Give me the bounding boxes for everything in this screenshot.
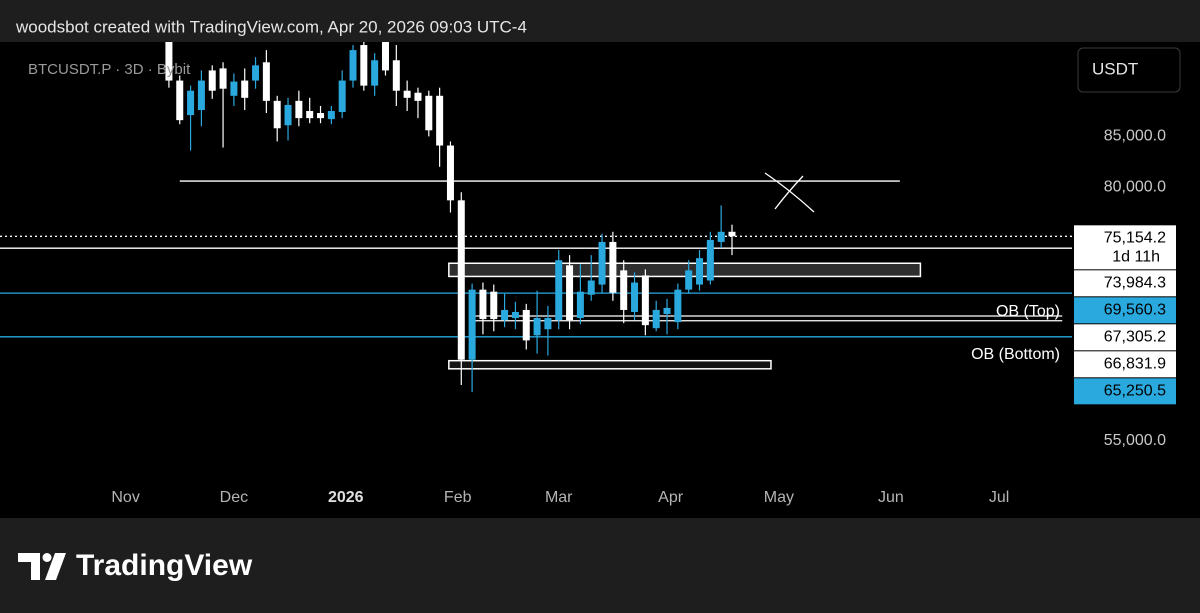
cross-drawing bbox=[764, 172, 815, 213]
candle-body bbox=[392, 60, 400, 91]
y-tick-label: 80,000.0 bbox=[1104, 178, 1166, 195]
candle-body bbox=[468, 289, 476, 360]
price-label-box bbox=[1074, 297, 1176, 324]
price-label: 75,154.2 bbox=[1104, 230, 1166, 247]
candle-body bbox=[317, 113, 325, 119]
candle-body bbox=[522, 309, 530, 341]
candle-body bbox=[414, 92, 422, 101]
candle-body bbox=[436, 95, 444, 146]
candle-body bbox=[674, 289, 682, 323]
x-tick-label: Dec bbox=[220, 489, 248, 506]
x-tick-label: Jul bbox=[989, 489, 1009, 506]
x-tick-label: 2026 bbox=[328, 489, 364, 506]
candle-body bbox=[295, 100, 303, 119]
candle-body bbox=[511, 311, 519, 319]
logo-mark bbox=[18, 553, 40, 580]
candle-body bbox=[641, 275, 649, 326]
candle-body bbox=[349, 50, 357, 81]
x-tick-label: Apr bbox=[658, 489, 684, 506]
brand-logo bbox=[18, 553, 66, 580]
candle-body bbox=[652, 309, 660, 329]
candle-body bbox=[576, 291, 584, 319]
price-label: 66,831.9 bbox=[1104, 356, 1166, 373]
y-tick-label: 85,000.0 bbox=[1104, 128, 1166, 145]
candle-body bbox=[230, 81, 238, 96]
currency-button[interactable] bbox=[1077, 47, 1181, 93]
price-label: 65,250.5 bbox=[1104, 383, 1166, 400]
candle-body bbox=[479, 289, 487, 320]
brand-name: TradingView bbox=[76, 549, 253, 582]
candle-body bbox=[252, 65, 260, 81]
candle-body bbox=[381, 42, 389, 71]
candle-body bbox=[728, 231, 736, 237]
candle-body bbox=[284, 104, 292, 126]
candle-body bbox=[685, 270, 693, 290]
candle-body bbox=[306, 111, 314, 119]
candle-body bbox=[457, 200, 465, 360]
header-text: woodsbot created with TradingView.com, A… bbox=[15, 17, 527, 36]
price-label-box bbox=[1074, 378, 1176, 405]
cross-stroke bbox=[774, 175, 804, 210]
plot bbox=[0, 42, 1072, 393]
annotation: OB (Top) bbox=[996, 303, 1060, 320]
candle-body bbox=[490, 291, 498, 320]
x-tick-label: Nov bbox=[111, 489, 139, 506]
candle-body bbox=[663, 307, 671, 314]
price-label-box bbox=[1074, 270, 1176, 297]
order-block-zone bbox=[448, 359, 772, 370]
candle-body bbox=[187, 90, 195, 116]
candle-body bbox=[176, 80, 184, 121]
x-tick-label: Feb bbox=[444, 489, 472, 506]
candle-body bbox=[587, 280, 595, 295]
candle-body bbox=[338, 80, 346, 113]
order-block-zone bbox=[448, 262, 922, 278]
candle-body bbox=[706, 239, 714, 281]
symbol-label: BTCUSDT.P · 3D · Bybit bbox=[28, 61, 191, 78]
price-label-box bbox=[1074, 324, 1176, 351]
candle-body bbox=[219, 68, 227, 89]
candle-body bbox=[273, 100, 281, 129]
x-tick-label: Mar bbox=[545, 489, 573, 506]
logo-mark bbox=[45, 553, 66, 580]
candle-body bbox=[371, 60, 379, 86]
price-label: 67,305.2 bbox=[1104, 329, 1166, 346]
candle-body bbox=[544, 318, 552, 330]
candle-body bbox=[446, 145, 454, 201]
candle-body bbox=[241, 80, 249, 98]
price-label-box bbox=[1074, 225, 1176, 270]
candle-body bbox=[360, 45, 368, 86]
candle-body bbox=[165, 42, 173, 81]
candle-body bbox=[631, 282, 639, 312]
candle-body bbox=[262, 62, 270, 101]
candle-body bbox=[609, 241, 617, 293]
annotation: OB (Bottom) bbox=[971, 346, 1060, 363]
x-tick-label: Jun bbox=[878, 489, 904, 506]
logo-mark bbox=[42, 553, 52, 562]
candle-body bbox=[197, 80, 205, 110]
price-label: 73,984.3 bbox=[1104, 275, 1166, 292]
candle-body bbox=[555, 260, 563, 321]
candle-body bbox=[425, 95, 433, 131]
candle-body bbox=[533, 318, 541, 336]
y-tick-label: 55,000.0 bbox=[1104, 432, 1166, 449]
candle-body bbox=[403, 90, 411, 98]
candle-body bbox=[566, 265, 574, 321]
candle-body bbox=[208, 70, 216, 91]
countdown-label: 1d 11h bbox=[1112, 249, 1160, 266]
price-label: 69,560.3 bbox=[1104, 302, 1166, 319]
price-label-box bbox=[1074, 351, 1176, 378]
candle-body bbox=[501, 309, 509, 321]
candle-body bbox=[696, 258, 704, 285]
candle-body bbox=[620, 270, 628, 310]
overlay: 85,000.0 80,000.0 55,000.0 Nov Dec 2026 Feb Mar… bbox=[111, 128, 1176, 506]
candle-body bbox=[327, 111, 335, 120]
currency-label: USDT bbox=[1092, 59, 1138, 78]
candle-body bbox=[717, 231, 725, 242]
x-tick-label: May bbox=[764, 489, 794, 506]
candle-body bbox=[598, 241, 606, 285]
